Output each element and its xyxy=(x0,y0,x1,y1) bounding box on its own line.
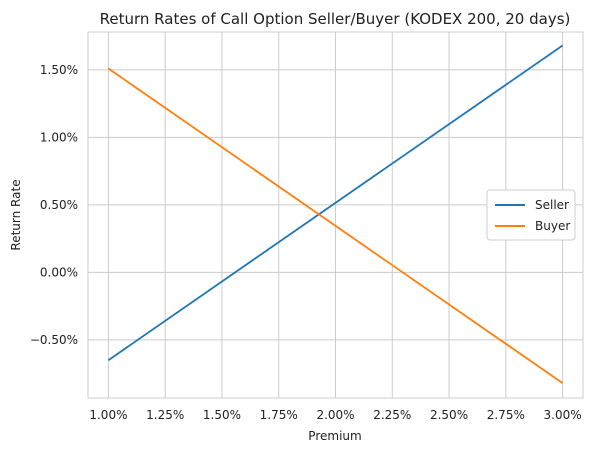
y-tick-label: 0.50% xyxy=(40,198,78,212)
x-tick-label: 1.00% xyxy=(89,408,127,422)
series-layer xyxy=(107,44,564,384)
x-tick-label: 3.00% xyxy=(544,408,582,422)
gridlines xyxy=(88,32,583,398)
legend-label-seller: Seller xyxy=(535,198,569,212)
legend-label-buyer: Buyer xyxy=(535,219,570,233)
y-tick-label: 1.00% xyxy=(40,130,78,144)
x-axis-label: Premium xyxy=(308,429,361,443)
x-tick-label: 1.25% xyxy=(146,408,184,422)
series-line-seller xyxy=(107,44,564,361)
plot-area xyxy=(87,31,584,399)
x-axis-ticks: 1.00% 1.25% 1.50% 1.75% 2.00% 2.25% 2.50% 2.75%… xyxy=(89,408,581,422)
x-tick-label: 2.50% xyxy=(430,408,468,422)
x-tick-label: 2.25% xyxy=(373,408,411,422)
legend-box xyxy=(486,189,576,241)
plot-frame xyxy=(87,31,584,399)
y-axis-label: Return Rate xyxy=(9,179,23,250)
chart-title: Return Rates of Call Option Seller/Buyer… xyxy=(100,10,571,28)
y-tick-label: −0.50% xyxy=(30,333,78,347)
x-tick-label: 2.00% xyxy=(316,408,354,422)
legend: Seller Buyer xyxy=(486,189,576,241)
x-tick-label: 1.75% xyxy=(260,408,298,422)
x-tick-label: 1.50% xyxy=(203,408,241,422)
y-axis-ticks: −0.50% 0.00% 0.50% 1.00% 1.50% xyxy=(30,63,78,347)
y-tick-label: 0.00% xyxy=(40,265,78,279)
series-line-buyer xyxy=(107,67,564,384)
y-tick-label: 1.50% xyxy=(40,63,78,77)
x-tick-label: 2.75% xyxy=(487,408,525,422)
